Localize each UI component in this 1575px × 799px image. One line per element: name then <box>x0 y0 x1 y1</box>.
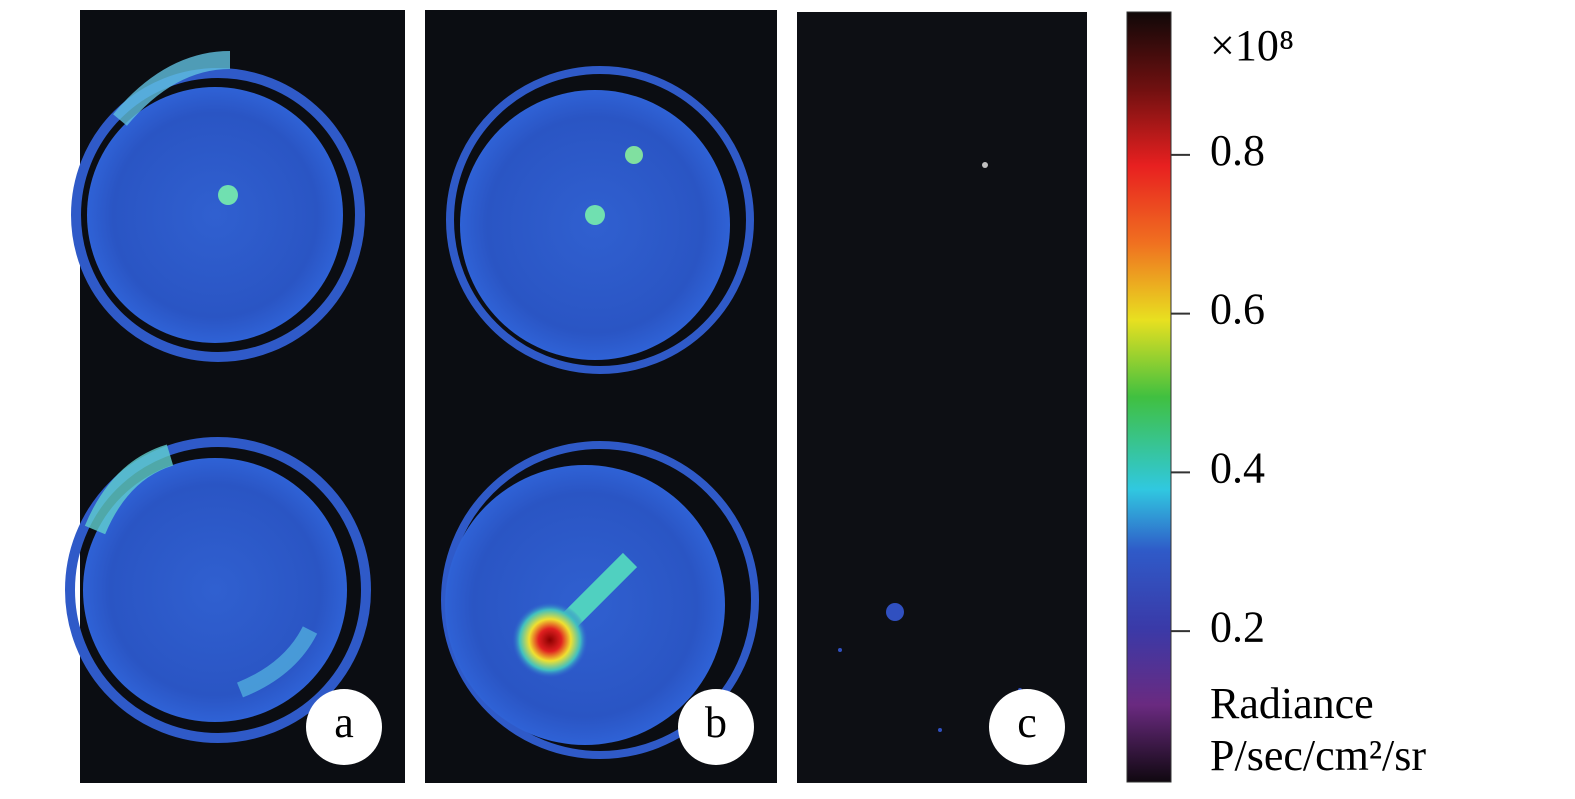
tick-label: 0.4 <box>1210 444 1265 493</box>
panel-c <box>797 12 1087 783</box>
tick-label: 0.2 <box>1210 602 1265 651</box>
panel-b <box>425 10 777 783</box>
panel-label: b <box>705 698 727 747</box>
colorbar <box>1126 11 1172 783</box>
panel-label: c <box>1017 698 1037 747</box>
panel-a <box>65 10 405 783</box>
tick-label: 0.6 <box>1210 285 1265 334</box>
label-badge <box>306 689 382 765</box>
label-badge <box>989 689 1065 765</box>
colorbar-unit: P/sec/cm²/sr <box>1210 731 1426 780</box>
colorbar-label: Radiance <box>1210 679 1374 728</box>
colorbar-ticks: 0.2 0.4 0.6 0.8 <box>1171 126 1265 651</box>
colorbar-multiplier: ×10⁸ <box>1210 21 1294 70</box>
panel-label: a <box>334 698 354 747</box>
label-badge <box>678 689 754 765</box>
tick-label: 0.8 <box>1210 126 1265 175</box>
